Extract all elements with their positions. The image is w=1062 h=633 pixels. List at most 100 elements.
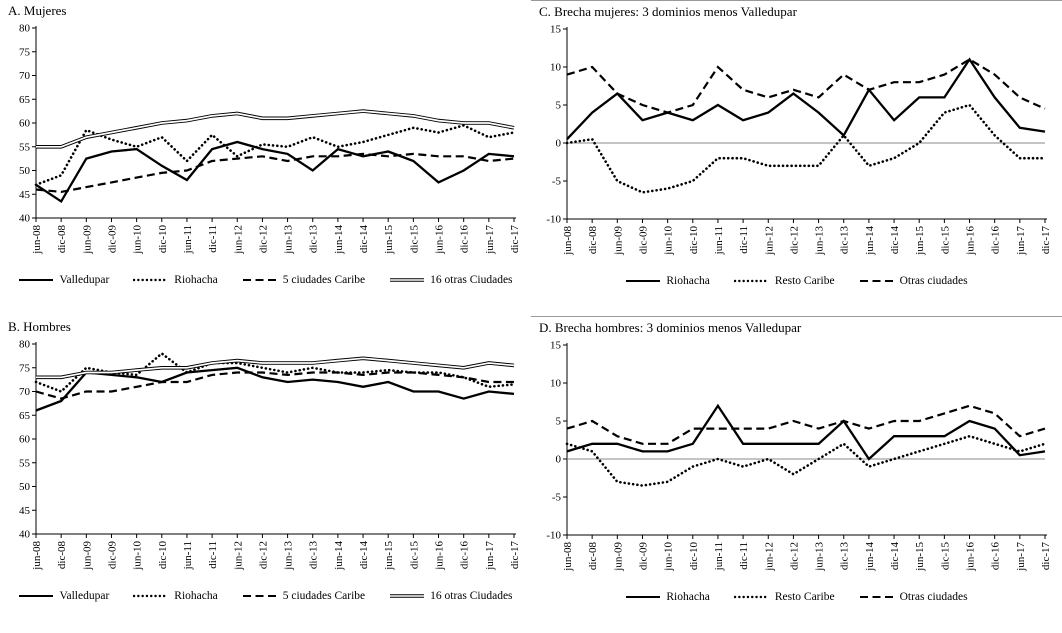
x-tick-label: dic-17 bbox=[1040, 226, 1052, 255]
x-tick-label: jun-11 bbox=[182, 541, 194, 570]
series-riohacha bbox=[566, 403, 1046, 461]
x-tick-label: dic-11 bbox=[738, 542, 750, 570]
legend-label: 16 otras Ciudades bbox=[430, 274, 513, 286]
x-tick-label: jun-08 bbox=[562, 542, 574, 572]
legend-label: 5 ciudades Caribe bbox=[282, 274, 366, 286]
x-tick-label: jun-12 bbox=[232, 541, 244, 571]
x-tick-label: jun-08 bbox=[31, 541, 43, 571]
y-tick-label: 0 bbox=[556, 138, 562, 150]
x-tick-label: dic-13 bbox=[308, 541, 320, 570]
x-tick-label: dic-16 bbox=[459, 541, 471, 570]
x-tick-label: dic-09 bbox=[637, 542, 649, 571]
x-tick-label: dic-14 bbox=[889, 226, 901, 255]
y-tick-label: 80 bbox=[19, 339, 31, 351]
x-tick-label: jun-14 bbox=[333, 225, 345, 255]
x-tick-label: jun-10 bbox=[132, 541, 144, 571]
legend-line-sample-16-otras-ciudades bbox=[390, 594, 425, 598]
legend-label: Resto Caribe bbox=[774, 275, 835, 287]
y-tick-label: 70 bbox=[19, 70, 31, 82]
series-resto-caribe bbox=[565, 434, 1047, 487]
legend-item-16-otras-ciudades: 16 otras Ciudades bbox=[389, 590, 513, 602]
x-tick-label: dic-14 bbox=[358, 225, 370, 254]
x-tick-label: dic-12 bbox=[257, 541, 269, 569]
x-tick-label: dic-13 bbox=[308, 225, 320, 254]
y-tick-label: 40 bbox=[19, 529, 31, 541]
chart-d-svg: -10 -5 0 5 10 15 jun-08 dic-08 jun-09 dic-09 jun-1… bbox=[546, 340, 1052, 572]
y-tick-label: 5 bbox=[556, 100, 562, 112]
x-tick-label: jun-17 bbox=[1015, 226, 1027, 256]
legend-line-sample-riohacha bbox=[626, 280, 661, 282]
legend-line-sample-otras-ciudades bbox=[859, 596, 894, 598]
legend-item-otras-ciudades: Otras ciudades bbox=[859, 275, 968, 287]
panel-c-title: C. Brecha mujeres: 3 dominios menos Vall… bbox=[539, 4, 797, 19]
x-tick-label: jun-11 bbox=[713, 226, 725, 255]
y-tick-label: 40 bbox=[19, 213, 31, 225]
panel-a-chart: 40 45 50 55 60 65 70 75 80 jun-08 dic-08 jun-09 dic-… bbox=[4, 20, 526, 268]
x-tick-label: dic-08 bbox=[587, 226, 599, 255]
legend-line-sample-resto-caribe bbox=[733, 595, 770, 599]
y-tick-label: 10 bbox=[550, 62, 562, 74]
x-tick-label: jun-09 bbox=[81, 541, 93, 571]
panel-b-legend: Valledupar Riohacha 5 ciudades Caribe 16 ot… bbox=[4, 584, 527, 608]
x-tick-label: dic-10 bbox=[157, 225, 169, 254]
x-tick-label: jun-14 bbox=[864, 542, 876, 572]
legend-item-resto-caribe: Resto Caribe bbox=[733, 591, 835, 603]
x-tick-label: dic-13 bbox=[839, 542, 851, 571]
x-tick-label: jun-13 bbox=[283, 225, 295, 255]
x-tick-label: dic-14 bbox=[889, 542, 901, 571]
series-riohacha bbox=[566, 57, 1046, 140]
x-tick-label: dic-09 bbox=[637, 226, 649, 255]
legend-item-riohacha: Riohacha bbox=[625, 275, 710, 287]
x-tick-label: dic-08 bbox=[587, 542, 599, 571]
y-tick-label: 60 bbox=[19, 118, 31, 130]
y-tick-label: 0 bbox=[556, 454, 562, 466]
x-tick-label: jun-12 bbox=[763, 542, 775, 572]
panel-a-title: A. Mujeres bbox=[8, 3, 67, 18]
x-tick-label: dic-11 bbox=[207, 541, 219, 569]
y-tick-label: 50 bbox=[19, 481, 31, 493]
legend-label: 16 otras Ciudades bbox=[430, 590, 513, 602]
legend-item-otras-ciudades: Otras ciudades bbox=[859, 591, 968, 603]
x-tick-label: dic-17 bbox=[509, 541, 521, 570]
x-tick-label: jun-09 bbox=[612, 542, 624, 572]
legend-line-sample-valledupar bbox=[19, 595, 54, 597]
y-tick-label: 15 bbox=[550, 24, 562, 36]
x-tick-label: dic-17 bbox=[509, 225, 521, 254]
y-tick-label: 80 bbox=[19, 23, 31, 35]
x-tick-label: jun-10 bbox=[132, 225, 144, 255]
series-resto-caribe bbox=[565, 103, 1047, 194]
panel-b-title: B. Hombres bbox=[8, 319, 71, 334]
legend-line-sample-5-ciudades-caribe bbox=[242, 279, 277, 281]
y-tick-label: 55 bbox=[19, 457, 31, 469]
x-tick-label: dic-10 bbox=[157, 541, 169, 570]
series-riohacha bbox=[34, 124, 516, 187]
series-16-otras-ciudades-inner bbox=[36, 357, 515, 379]
legend-label: Riohacha bbox=[666, 591, 710, 603]
legend-line-sample-riohacha bbox=[626, 596, 661, 598]
y-tick-label: 45 bbox=[19, 189, 31, 201]
x-tick-label: jun-08 bbox=[31, 225, 43, 255]
y-tick-label: 55 bbox=[19, 141, 31, 153]
y-tick-label: 65 bbox=[19, 410, 31, 422]
y-tick-label: 65 bbox=[19, 94, 31, 106]
x-tick-label: dic-14 bbox=[358, 541, 370, 570]
x-tick-label: dic-15 bbox=[408, 541, 420, 570]
x-tick-label: jun-13 bbox=[814, 542, 826, 572]
x-tick-label: dic-11 bbox=[738, 226, 750, 254]
x-tick-label: jun-11 bbox=[182, 225, 194, 254]
x-tick-label: jun-17 bbox=[1015, 542, 1027, 572]
panel-d-legend: Riohacha Resto Caribe Otras ciudades bbox=[535, 585, 1058, 609]
legend-label: Riohacha bbox=[174, 590, 218, 602]
panel-c-chart: -10 -5 0 5 10 15 jun-08 dic-08 jun-09 dic-09 jun-1… bbox=[535, 21, 1057, 269]
x-tick-label: jun-10 bbox=[663, 226, 675, 256]
y-tick-label: 60 bbox=[19, 434, 31, 446]
x-tick-label: dic-12 bbox=[788, 226, 800, 254]
legend-item-riohacha: Riohacha bbox=[133, 274, 218, 286]
y-tick-label: 75 bbox=[19, 46, 31, 58]
panel-a-legend: Valledupar Riohacha 5 ciudades Caribe 16 ot… bbox=[4, 268, 527, 292]
legend-line-sample-valledupar bbox=[19, 279, 54, 281]
x-tick-label: dic-11 bbox=[207, 225, 219, 253]
legend-item-valledupar: Valledupar bbox=[18, 590, 109, 602]
panel-d-brecha-hombres: D. Brecha hombres: 3 dominios menos Vall… bbox=[531, 316, 1062, 633]
x-tick-label: jun-15 bbox=[914, 542, 926, 572]
